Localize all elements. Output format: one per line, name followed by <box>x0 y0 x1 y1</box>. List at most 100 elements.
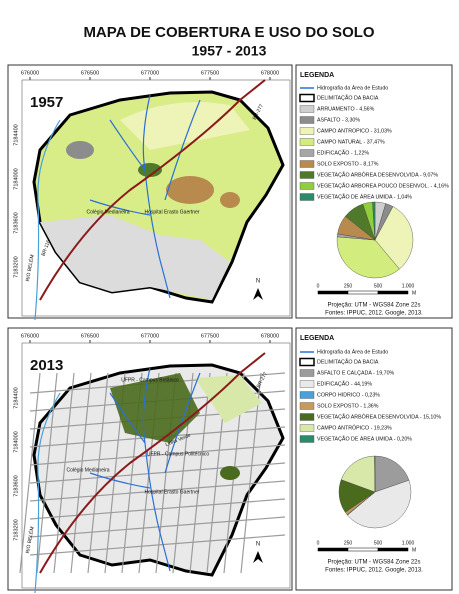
scale-unit: M <box>412 547 416 553</box>
map-label: UFPR - Campus Botânico <box>121 377 179 383</box>
map-area <box>21 79 291 317</box>
forest <box>220 466 240 480</box>
river <box>89 94 201 299</box>
legend-swatch <box>299 413 315 421</box>
rio-belem <box>34 392 61 594</box>
projection: Projeção: UTM - WGS84 Zone 22s <box>327 303 420 309</box>
street <box>29 462 286 484</box>
street <box>29 498 286 520</box>
legend-label: CAMPO ANTRÓPICO - 19,23% <box>317 424 392 431</box>
street <box>29 480 286 502</box>
legend-swatch <box>299 138 315 146</box>
sheet-title: MAPA DE COBERTURA E USO DO SOLO <box>83 24 374 41</box>
street <box>36 372 58 574</box>
legend-title: LEGENDA <box>300 335 334 342</box>
legend-label: CAMPO ANTROPICO - 31,03% <box>317 128 392 134</box>
scale-label: 1.000 <box>402 540 415 546</box>
pie-slice <box>336 236 400 279</box>
legend-label: SOLO EXPOSTO - 8,17% <box>317 161 379 167</box>
legend-label: Hidrografia da Área de Estudo <box>317 84 388 91</box>
pie-slice <box>340 455 376 493</box>
year-label: 1957 <box>30 94 63 111</box>
scale-label: 0 <box>317 540 320 546</box>
scale-segment <box>377 547 409 552</box>
scale-label: 500 <box>374 283 383 289</box>
sources: Fontes: IPPUC, 2012. Google, 2013. <box>325 568 423 574</box>
legend-label: VEGETAÇÃO ARBÓREA DESENVOLVIDA - 15,10% <box>317 413 441 420</box>
street <box>87 372 109 574</box>
map-label: UFPR - Campus Politécnico <box>147 451 209 457</box>
map-label: BR-116 <box>41 239 52 257</box>
legend-label: VEGETAÇÃO ARBOREA POUCO DESENVOL. - 4,16… <box>317 182 449 189</box>
legend-label: CORPO HIDRICO - 0,23% <box>317 392 380 398</box>
exposed-soil <box>166 176 214 204</box>
street <box>29 534 286 556</box>
legend-swatch <box>299 105 315 113</box>
boundary-swatch <box>299 93 315 103</box>
legend-swatch <box>299 160 315 168</box>
legend-frame <box>295 64 453 319</box>
asphalt <box>66 141 94 159</box>
legend-label: DELIMITAÇÃO DA BACIA <box>317 94 379 101</box>
legend-swatch <box>299 435 315 443</box>
street <box>29 516 286 538</box>
y-coordinate: 7183200 <box>13 256 19 277</box>
map-label: Colégio Medianeira <box>66 467 109 473</box>
x-coordinate: 676500 <box>81 70 99 76</box>
pie-slice <box>347 479 412 529</box>
rio-belem <box>34 119 61 321</box>
scale-label: 250 <box>344 283 353 289</box>
legend-swatch <box>299 402 315 410</box>
x-coordinate: 677000 <box>141 333 159 339</box>
legend-title: LEGENDA <box>300 72 334 79</box>
legend-label: VEGETAÇÃO DE ÁREA UMIDA - 1,04% <box>317 193 412 200</box>
river <box>89 367 201 572</box>
scale-label: 500 <box>374 540 383 546</box>
sources: Fontes: IPPUC, 2012. Google, 2013. <box>325 311 423 317</box>
legend-swatch <box>299 391 315 399</box>
pie-slice <box>374 206 414 270</box>
street <box>53 372 75 574</box>
legend-label: VEGETAÇÃO DE ÁREA UMIDA - 0,20% <box>317 435 412 442</box>
legend-swatch <box>299 116 315 124</box>
legend-label: ARRUAMENTO - 4,56% <box>317 106 375 112</box>
br-277 <box>39 352 266 574</box>
legend-swatch <box>299 171 315 179</box>
y-coordinate: 7183600 <box>13 212 19 233</box>
y-coordinate: 7183600 <box>13 475 19 496</box>
legend-swatch <box>299 149 315 157</box>
pie-slice <box>372 201 376 241</box>
north-arrow <box>253 288 263 300</box>
natural-field <box>120 102 250 150</box>
street <box>19 372 41 574</box>
scale-segment <box>317 290 349 295</box>
map-drawing <box>19 352 286 594</box>
legend-label: VEGETAÇÃO ARBÓREA DESENVOLVIDA - 9,07% <box>317 171 438 178</box>
legend-swatch <box>299 193 315 201</box>
legend-label: DELIMITAÇÃO DA BACIA <box>317 358 379 365</box>
x-coordinate: 677500 <box>201 333 219 339</box>
map-area <box>21 342 291 589</box>
legend-swatch <box>299 380 315 388</box>
year-label: 2013 <box>30 357 63 374</box>
map-label: Hospital Erasto Gaertner <box>144 489 199 495</box>
scale-label: 0 <box>317 283 320 289</box>
legend-swatch <box>299 182 315 190</box>
street <box>240 372 262 574</box>
y-coordinate: 7183200 <box>13 519 19 540</box>
y-coordinate: 7184400 <box>13 124 19 145</box>
x-coordinate: 676000 <box>21 70 39 76</box>
north-label: N <box>256 279 260 285</box>
y-coordinate: 7184000 <box>13 431 19 452</box>
map-label: Hospital Erasto Gaertner <box>144 209 199 215</box>
legend-swatch <box>299 424 315 432</box>
north-arrow <box>253 551 263 563</box>
legend-swatch <box>299 369 315 377</box>
map-label: RIO BELÉM <box>24 254 36 282</box>
x-coordinate: 676000 <box>21 333 39 339</box>
scale-segment <box>347 547 379 552</box>
x-coordinate: 677500 <box>201 70 219 76</box>
legend-label: Hidrografia da Área de Estudo <box>317 348 388 355</box>
map-label: Colégio Medianeira <box>86 209 129 215</box>
anthropic-field <box>195 375 262 423</box>
